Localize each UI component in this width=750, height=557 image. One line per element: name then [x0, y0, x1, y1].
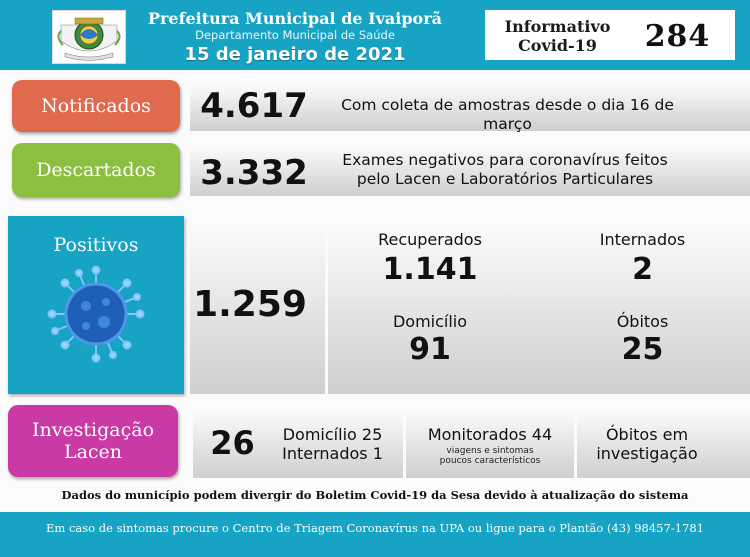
monitorados-note-line1: viagens e sintomas	[446, 446, 534, 456]
descartados-value: 3.332	[200, 153, 308, 193]
obitos-label: Óbitos	[616, 312, 669, 331]
notificados-label: Notificados	[12, 80, 180, 132]
obitos-investigacao-box	[577, 408, 750, 478]
investigacao-internados: Internados 1	[282, 444, 383, 463]
investigacao-breakdown: Domicílio 25 Internados 1	[270, 425, 395, 463]
positivos-label: Positivos	[53, 234, 139, 256]
notificados-label-text: Notificados	[41, 95, 151, 117]
positivos-breakdown-box	[328, 216, 750, 394]
data-disclaimer: Dados do município podem divergir do Bol…	[61, 488, 689, 502]
positivos-value: 1.259	[193, 284, 307, 325]
bulletin-label-line1: Informativo	[504, 17, 611, 36]
descartados-label-text: Descartados	[36, 159, 156, 181]
positivos-total-box	[190, 216, 325, 394]
municipality-title: Prefeitura Municipal de Ivaiporã	[147, 9, 443, 28]
descartados-label: Descartados	[12, 143, 180, 197]
investigacao-domicilio: Domicílio 25	[282, 425, 383, 444]
obitos-investigacao-line2: investigação	[596, 444, 698, 463]
recuperados-label: Recuperados	[378, 230, 482, 249]
obitos-investigacao-line1: Óbitos em	[605, 425, 689, 444]
investigacao-label: Investigação Lacen	[8, 405, 178, 477]
obitos-value: 25	[621, 332, 664, 367]
investigacao-label-line2: Lacen	[63, 441, 123, 463]
monitorados-box	[406, 408, 574, 478]
notificados-band	[190, 83, 750, 131]
bulletin-label-line2: Covid-19	[518, 36, 597, 55]
coat-of-arms-logo	[52, 10, 126, 64]
bulletin-info-box: Informativo Covid-19 284	[485, 10, 735, 60]
monitorados-note: viagens e sintomas poucos característico…	[406, 446, 574, 466]
investigacao-label-line1: Investigação	[31, 419, 155, 441]
notificados-value: 4.617	[200, 86, 308, 126]
positivos-panel: Positivos	[8, 216, 184, 394]
investigacao-total-box	[193, 408, 403, 478]
bulletin-number: 284	[644, 19, 711, 54]
domicilio-label: Domicílio	[392, 312, 468, 331]
internados-value: 2	[632, 252, 653, 287]
footer-contact-text: Em caso de sintomas procure o Centro de …	[46, 521, 704, 535]
descartados-description: Exames negativos para coronavírus feitos…	[320, 151, 690, 189]
investigacao-value: 26	[210, 424, 255, 462]
coronavirus-icon	[46, 264, 146, 364]
bulletin-label: Informativo Covid-19	[485, 17, 630, 55]
descartados-band	[190, 144, 750, 196]
monitorados-note-line2: poucos característicos	[439, 456, 541, 466]
footer-banner	[0, 512, 750, 557]
department-subtitle: Departamento Municipal de Saúde	[195, 28, 395, 42]
descartados-description-line1: Exames negativos para coronavírus feitos	[342, 151, 668, 169]
internados-label: Internados	[599, 230, 686, 249]
monitorados-label: Monitorados 44	[427, 425, 553, 444]
recuperados-value: 1.141	[382, 252, 478, 287]
domicilio-value: 91	[409, 332, 451, 367]
descartados-description-line2: pelo Lacen e Laboratórios Particulares	[356, 170, 654, 188]
obitos-investigacao: Óbitos em investigação	[577, 425, 717, 463]
bulletin-date: 15 de janeiro de 2021	[184, 44, 406, 65]
notificados-description: Com coleta de amostras desde o dia 16 de…	[341, 96, 674, 133]
